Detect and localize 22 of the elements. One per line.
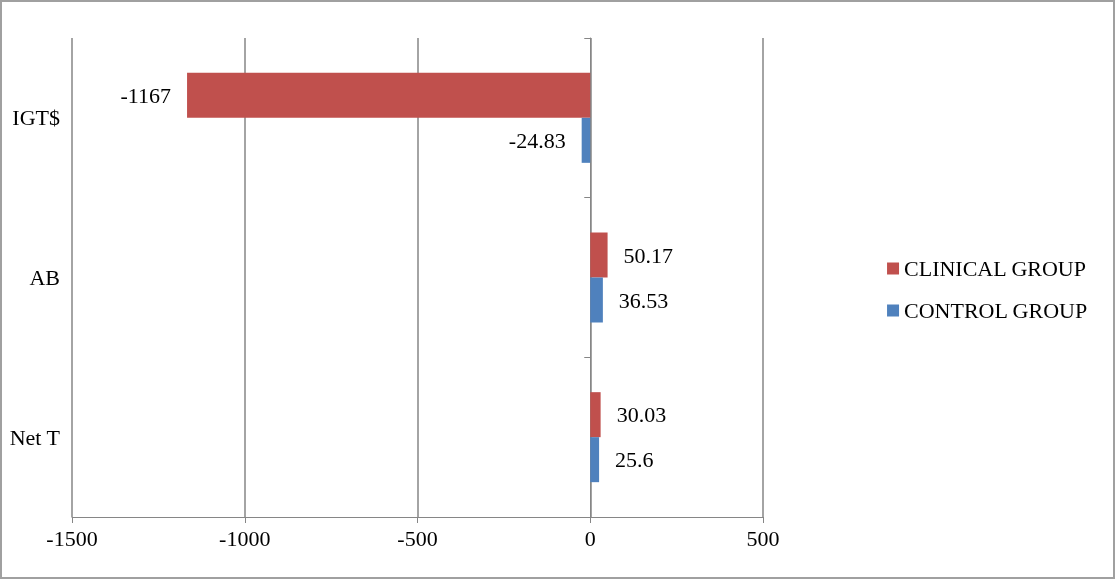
legend-label: CONTROL GROUP — [904, 298, 1088, 323]
bar — [590, 392, 601, 438]
y-tick-label: Net T — [9, 424, 61, 450]
bar — [590, 437, 600, 483]
bar — [590, 232, 608, 278]
x-tick-label: -500 — [397, 525, 438, 551]
y-tick-label: AB — [29, 265, 60, 290]
data-label: 30.03 — [616, 402, 667, 428]
data-label: -1167 — [120, 82, 172, 108]
x-tick-label: 0 — [584, 525, 596, 551]
bar — [581, 117, 591, 163]
data-label: -24.83 — [508, 127, 566, 153]
x-tick-label: -1000 — [219, 525, 271, 551]
x-tick-label: 500 — [746, 525, 780, 551]
data-label: 25.6 — [615, 447, 654, 473]
bar — [187, 72, 591, 118]
y-tick-label: IGT$ — [12, 105, 60, 131]
bar — [590, 277, 603, 323]
data-label: 36.53 — [618, 287, 669, 313]
x-tick-label: -1500 — [46, 525, 98, 551]
data-label: 50.17 — [623, 242, 674, 268]
legend-label: CLINICAL GROUP — [904, 256, 1086, 281]
